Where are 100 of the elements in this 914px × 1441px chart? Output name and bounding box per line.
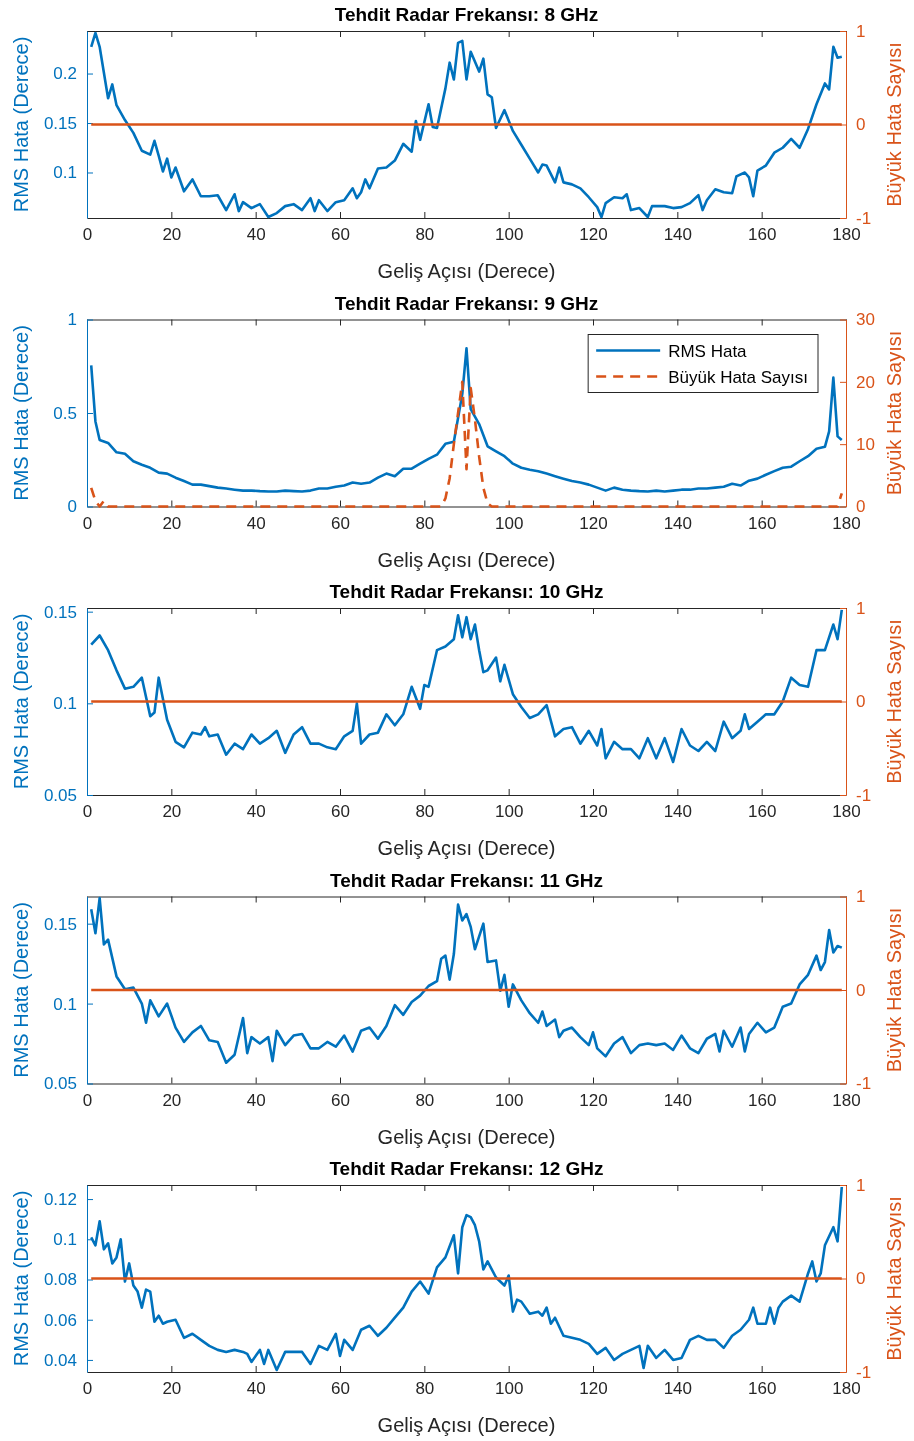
x-tick-label: 100: [494, 802, 524, 822]
chart-title: Tehdit Radar Frekansı: 12 GHz: [329, 1158, 604, 1179]
x-tick-label: 0: [82, 225, 93, 245]
y2-tick-label: 10: [856, 435, 875, 455]
x-tick-label: 60: [331, 1090, 350, 1110]
y2-tick-label: 1: [856, 1175, 866, 1195]
x-tick-label: 60: [331, 225, 350, 245]
x-tick-label: 160: [747, 225, 777, 245]
y-axis-title: RMS Hata (Derece): [10, 36, 32, 213]
x-tick-label: 120: [579, 1090, 608, 1110]
chart-title: Tehdit Radar Frekansı: 8 GHz: [334, 4, 599, 25]
x-tick-label: 0: [82, 802, 93, 822]
x-tick-label: 20: [162, 1379, 182, 1399]
x-tick-label: 100: [494, 513, 524, 533]
y2-axis-title: Büyük Hata Sayısı: [883, 330, 905, 496]
x-tick-label: 120: [579, 513, 608, 533]
x-tick-label: 80: [415, 1090, 435, 1110]
x-axis-title: Geliş Açısı (Derece): [377, 260, 556, 282]
x-tick-label: 140: [663, 1090, 693, 1110]
x-tick-label: 40: [246, 802, 266, 822]
x-tick-label: 160: [747, 1090, 777, 1110]
y-tick-label: 1: [67, 310, 77, 330]
y-tick-label: 0.05: [43, 1074, 77, 1094]
y-tick-label: 0.05: [43, 785, 77, 805]
x-tick-label: 20: [162, 802, 182, 822]
y-tick-label: 0.04: [43, 1350, 77, 1370]
legend-label: RMS Hata: [668, 341, 748, 361]
x-tick-label: 180: [832, 225, 861, 245]
x-tick-label: 120: [579, 225, 608, 245]
y2-tick-label: 1: [856, 21, 866, 41]
y-tick-label: 0: [67, 497, 77, 517]
y2-tick-label: 1: [856, 598, 866, 618]
x-tick-label: 100: [494, 1090, 524, 1110]
x-tick-label: 80: [415, 225, 435, 245]
y2-tick-label: -1: [856, 785, 872, 805]
x-tick-label: 40: [246, 1090, 266, 1110]
x-tick-label: 0: [82, 513, 93, 533]
y-axis-title: RMS Hata (Derece): [10, 325, 32, 501]
x-tick-label: 40: [246, 1379, 266, 1399]
x-tick-label: 20: [162, 225, 182, 245]
y2-tick-label: 0: [856, 692, 866, 712]
x-tick-label: 160: [747, 513, 777, 533]
x-tick-label: 80: [415, 513, 435, 533]
x-tick-label: 120: [579, 802, 608, 822]
line-series: [89, 347, 844, 493]
x-tick-label: 120: [579, 1379, 608, 1399]
chart-title: Tehdit Radar Frekansı: 11 GHz: [329, 869, 604, 891]
y2-tick-label: 30: [856, 310, 875, 330]
x-tick-label: 180: [832, 802, 861, 822]
y-tick-label: 0.1: [53, 1230, 77, 1250]
y-tick-label: 0.15: [43, 602, 77, 622]
y-tick-label: 0.1: [53, 994, 77, 1014]
x-tick-label: 80: [415, 802, 435, 822]
chart-title: Tehdit Radar Frekansı: 10 GHz: [329, 581, 604, 602]
y2-tick-label: 0: [856, 115, 866, 135]
y-tick-label: 0.1: [53, 694, 77, 714]
x-tick-label: 40: [246, 225, 266, 245]
x-tick-label: 100: [494, 1379, 524, 1399]
legend-label: Büyük Hata Sayısı: [668, 367, 808, 387]
line-series: [89, 608, 844, 764]
y-tick-label: 0.5: [53, 403, 77, 423]
x-axis-title: Geliş Açısı (Derece): [377, 837, 556, 859]
y2-axis-title: Büyük Hata Sayısı: [883, 907, 905, 1073]
x-tick-label: 160: [747, 1379, 777, 1399]
y-axis-title: RMS Hata (Derece): [10, 613, 32, 790]
y2-axis-title: Büyük Hata Sayısı: [883, 1196, 905, 1361]
x-tick-label: 140: [663, 225, 693, 245]
y-tick-label: 0.08: [43, 1270, 77, 1290]
y-axis-title: RMS Hata (Derece): [10, 1190, 32, 1367]
x-tick-label: 20: [162, 513, 182, 533]
x-tick-label: 100: [494, 225, 524, 245]
line-series: [89, 31, 844, 219]
x-tick-label: 0: [82, 1379, 93, 1399]
y2-tick-label: 1: [856, 887, 866, 907]
y2-tick-label: 0: [856, 1269, 866, 1289]
x-tick-label: 80: [415, 1379, 435, 1399]
x-tick-label: 60: [331, 802, 350, 822]
x-tick-label: 60: [331, 1379, 350, 1399]
y-tick-label: 0.12: [43, 1190, 77, 1210]
x-tick-label: 140: [663, 1379, 693, 1399]
y2-axis-title: Büyük Hata Sayısı: [883, 619, 905, 784]
y-tick-label: 0.06: [43, 1310, 77, 1330]
x-tick-label: 180: [832, 1379, 861, 1399]
y-tick-label: 0.1: [53, 163, 77, 183]
x-tick-label: 140: [663, 802, 693, 822]
x-axis-title: Geliş Açısı (Derece): [377, 1125, 556, 1148]
line-series: [89, 896, 844, 1065]
x-tick-label: 0: [82, 1090, 93, 1110]
x-tick-label: 140: [663, 513, 693, 533]
x-axis-title: Geliş Açısı (Derece): [377, 548, 556, 571]
x-axis-title: Geliş Açısı (Derece): [377, 1414, 556, 1436]
y2-axis-title: Büyük Hata Sayısı: [883, 42, 905, 207]
y-tick-label: 0.15: [43, 914, 77, 934]
y-tick-label: 0.2: [53, 64, 77, 84]
x-tick-label: 40: [246, 513, 266, 533]
x-tick-label: 60: [331, 513, 350, 533]
line-series: [89, 1185, 844, 1372]
y-tick-label: 0.15: [43, 113, 77, 133]
y-axis-title: RMS Hata (Derece): [10, 902, 32, 1078]
y2-tick-label: -1: [856, 208, 872, 228]
